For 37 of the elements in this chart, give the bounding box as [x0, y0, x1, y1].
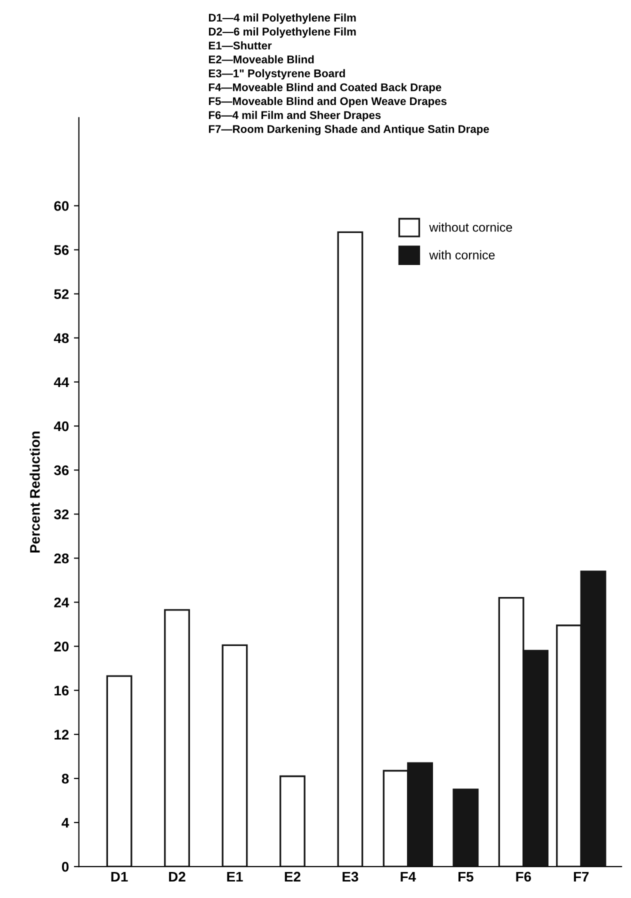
y-tick-label: 40 — [54, 421, 69, 432]
y-tick-label: 0 — [62, 862, 69, 872]
text: E1—Shutter — [208, 41, 272, 50]
x-tick-label: E1 — [227, 872, 243, 882]
text: E2—Moveable Blind — [208, 55, 314, 64]
y-tick-label: 4 — [62, 818, 70, 828]
legend-label: with cornice — [429, 250, 495, 260]
text: E3—1" Polystyrene Board — [208, 69, 345, 80]
annotation: F7—Room Darkening Shade and Antique Satin Drape — [208, 124, 489, 136]
y-axis-title: Percent Reduction — [30, 432, 40, 553]
y-tick-label: 32 — [54, 509, 69, 520]
text: F5—Moveable Blind and Open Weave Drapes — [208, 96, 447, 108]
x-tick-label: E2 — [284, 872, 300, 882]
x-tick-label: E3 — [342, 872, 358, 882]
y-tick-label: 52 — [54, 289, 69, 300]
x-tick-label: D1 — [111, 872, 128, 882]
y-tick-label: 16 — [54, 686, 69, 696]
x-tick-label: F4 — [400, 872, 416, 882]
y-tick-label: 36 — [54, 465, 69, 476]
annotation: F6—4 mil Film and Sheer Drapes — [208, 110, 381, 122]
text: F4—Moveable Blind and Coated Back Drape — [208, 83, 442, 94]
x-tick-label: D2 — [169, 872, 186, 882]
y-tick-label: 48 — [54, 333, 69, 344]
y-tick-label: 20 — [54, 642, 69, 652]
legend-label: without cornice — [429, 222, 512, 232]
x-tick-label: F7 — [574, 872, 589, 882]
y-tick-label: 8 — [62, 774, 69, 784]
x-tick-label: F6 — [516, 872, 531, 882]
text: D1—4 mil Polyethylene Film — [208, 13, 356, 24]
y-tick-label: 56 — [54, 245, 69, 255]
y-tick-label: 44 — [54, 377, 70, 387]
y-tick-label: 28 — [54, 554, 69, 564]
y-tick-label: 12 — [54, 730, 69, 740]
x-tick-label: F5 — [458, 872, 474, 882]
y-tick-label: 24 — [54, 598, 70, 608]
text: D2—6 mil Polyethylene Film — [208, 27, 356, 38]
y-tick-label: 60 — [54, 201, 69, 211]
